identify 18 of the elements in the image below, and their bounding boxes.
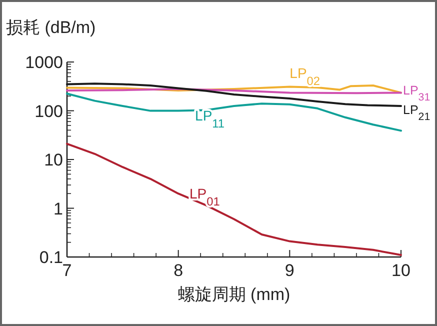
series-label: LP$_{11}$ bbox=[195, 107, 225, 130]
y-tick-label: 1000 bbox=[25, 53, 63, 72]
y-tick-label: 10 bbox=[44, 150, 63, 170]
y-axis-title: 损耗 (dB/m) bbox=[6, 18, 96, 37]
y-tick-label: 0.1 bbox=[39, 248, 63, 267]
x-tick-label: 9 bbox=[284, 261, 294, 280]
x-tick-label: 10 bbox=[392, 261, 410, 280]
series-label: LP$_{31}$ bbox=[403, 84, 430, 104]
series-label: LP$_{02}$ bbox=[290, 64, 320, 88]
line-series bbox=[66, 84, 402, 94]
x-tick-label: 8 bbox=[174, 261, 184, 280]
x-tick-label: 7 bbox=[62, 261, 72, 280]
series-label: LP$_{21}$ bbox=[403, 103, 430, 124]
y-tick-label: 100 bbox=[34, 102, 63, 121]
x-axis-title: 螺旋周期 (mm) bbox=[178, 285, 290, 304]
line-series bbox=[66, 92, 402, 132]
y-tick-label: 1 bbox=[54, 199, 63, 218]
series-label: LP$_{01}$ bbox=[189, 185, 220, 208]
